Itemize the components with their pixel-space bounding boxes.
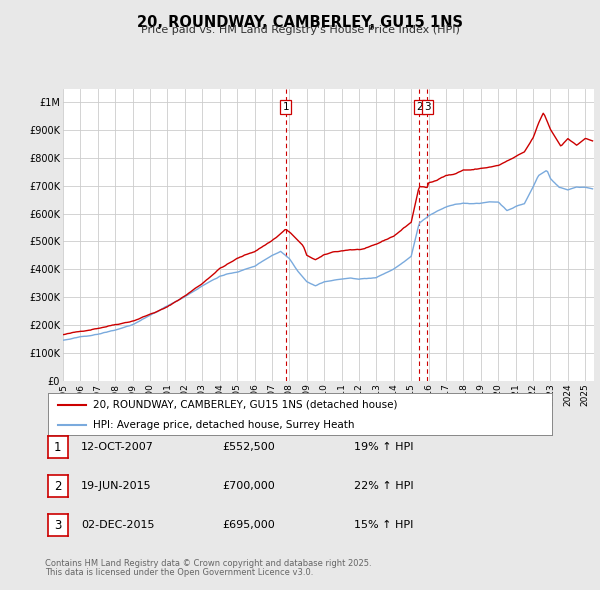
Text: 2: 2 [54,480,62,493]
Text: 3: 3 [424,103,431,113]
Text: Contains HM Land Registry data © Crown copyright and database right 2025.: Contains HM Land Registry data © Crown c… [45,559,371,568]
Text: HPI: Average price, detached house, Surrey Heath: HPI: Average price, detached house, Surr… [94,420,355,430]
Text: 12-OCT-2007: 12-OCT-2007 [81,442,154,452]
Text: 19% ↑ HPI: 19% ↑ HPI [354,442,413,452]
Text: 15% ↑ HPI: 15% ↑ HPI [354,520,413,530]
Text: 02-DEC-2015: 02-DEC-2015 [81,520,155,530]
Text: 19-JUN-2015: 19-JUN-2015 [81,481,152,491]
Text: 22% ↑ HPI: 22% ↑ HPI [354,481,413,491]
Text: 20, ROUNDWAY, CAMBERLEY, GU15 1NS (detached house): 20, ROUNDWAY, CAMBERLEY, GU15 1NS (detac… [94,400,398,410]
Text: £695,000: £695,000 [222,520,275,530]
Text: £552,500: £552,500 [222,442,275,452]
Text: £700,000: £700,000 [222,481,275,491]
Text: 2: 2 [416,103,422,113]
Text: 3: 3 [54,519,62,532]
Text: 20, ROUNDWAY, CAMBERLEY, GU15 1NS: 20, ROUNDWAY, CAMBERLEY, GU15 1NS [137,15,463,30]
Text: Price paid vs. HM Land Registry's House Price Index (HPI): Price paid vs. HM Land Registry's House … [140,25,460,35]
Text: 1: 1 [283,103,289,113]
Text: This data is licensed under the Open Government Licence v3.0.: This data is licensed under the Open Gov… [45,568,313,577]
Text: 1: 1 [54,441,62,454]
